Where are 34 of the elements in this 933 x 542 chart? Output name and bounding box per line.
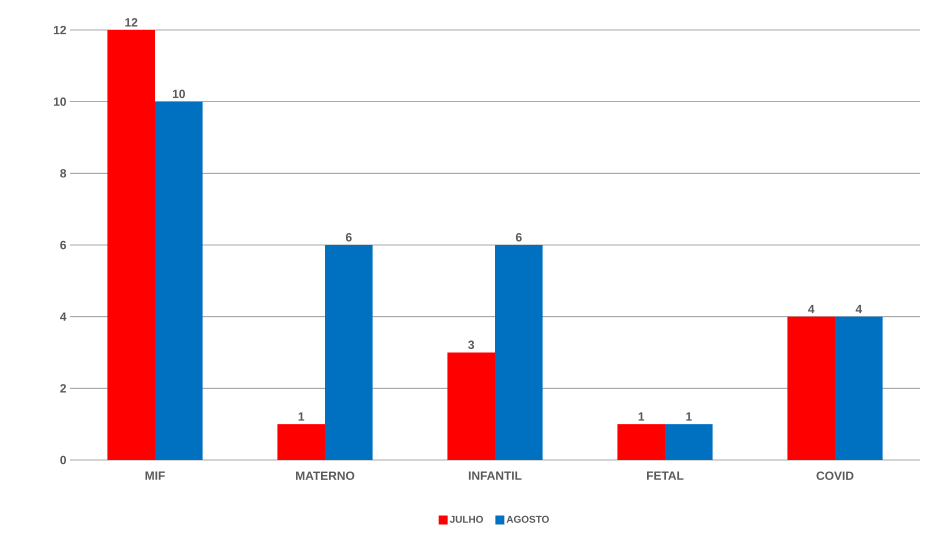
legend-label: AGOSTO [506, 516, 549, 523]
data-label: 1 [298, 412, 304, 421]
data-label: 12 [125, 18, 138, 26]
bar [495, 244, 543, 460]
data-label: 1 [638, 412, 644, 421]
bar [155, 102, 203, 460]
data-label: 10 [172, 90, 185, 98]
bar [835, 316, 883, 460]
y-tick-label: 4 [60, 312, 66, 321]
y-tick-label: 2 [60, 384, 66, 393]
y-tick-label: 12 [54, 26, 66, 34]
y-tick-label: 8 [60, 169, 66, 178]
x-tick-label: MIF [146, 471, 165, 480]
bar [325, 244, 373, 460]
x-tick-label: COVID [816, 471, 854, 480]
bar [277, 424, 326, 460]
legend-label: JULHO [450, 516, 483, 523]
data-label: 6 [346, 233, 352, 242]
data-label: 4 [808, 304, 814, 314]
bar [617, 424, 666, 460]
x-tick-label: MATERNO [296, 471, 354, 480]
data-label: 3 [468, 340, 474, 349]
data-label: 1 [686, 412, 692, 421]
data-label: 4 [856, 304, 862, 314]
y-tick-label: 10 [54, 97, 66, 106]
bar [665, 424, 713, 460]
x-tick-label: FETAL [646, 471, 684, 480]
data-label: 6 [516, 233, 522, 242]
x-tick-label: INFANTIL [468, 471, 522, 480]
bar [787, 316, 836, 460]
y-tick-label: 0 [60, 456, 66, 464]
bar [107, 30, 156, 460]
bar [447, 352, 496, 460]
y-tick-label: 6 [60, 240, 66, 250]
